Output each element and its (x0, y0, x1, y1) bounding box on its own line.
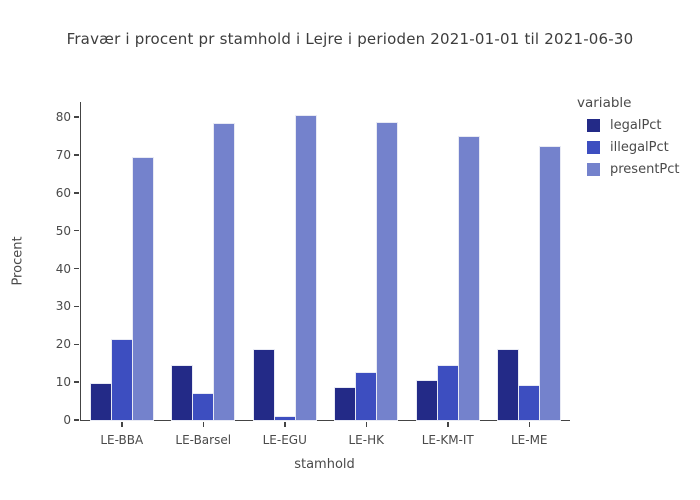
bar-presentPct-LE-ME[interactable] (539, 146, 561, 421)
x-tick-label-LE-HK: LE-HK (348, 433, 385, 447)
legend-item-legalPct[interactable]: legalPct (577, 118, 695, 133)
bar-illegalPct-LE-KM-IT[interactable] (437, 365, 459, 421)
x-tick-label-LE-EGU: LE-EGU (262, 433, 307, 447)
x-tick-mark (528, 422, 530, 427)
y-tick-label: 40 (55, 261, 71, 276)
bar-legalPct-LE-BBA[interactable] (90, 383, 112, 421)
x-tick-mark (447, 422, 449, 427)
bar-illegalPct-LE-ME[interactable] (518, 385, 540, 421)
bar-illegalPct-LE-Barsel[interactable] (192, 393, 214, 421)
bar-legalPct-LE-EGU[interactable] (253, 349, 275, 421)
bar-legalPct-LE-KM-IT[interactable] (416, 380, 438, 421)
legend-item-presentPct[interactable]: presentPct (577, 162, 695, 177)
legend-title: variable (577, 95, 632, 111)
y-tick-mark (74, 192, 79, 194)
y-tick-label: 80 (55, 110, 71, 125)
y-tick-label: 20 (55, 337, 71, 352)
legend-label: presentPct (610, 162, 680, 177)
y-tick-mark (74, 381, 79, 383)
legend: variable legalPct illegalPct presentPct (577, 95, 695, 184)
bar-presentPct-LE-KM-IT[interactable] (458, 136, 480, 421)
y-tick-label: 70 (55, 148, 71, 162)
x-tick-mark (121, 422, 123, 427)
bar-illegalPct-LE-HK[interactable] (355, 372, 377, 421)
legend-label: illegalPct (610, 140, 669, 155)
bar-legalPct-LE-HK[interactable] (334, 387, 356, 421)
legend-swatch-illegalPct (587, 141, 600, 154)
bar-legalPct-LE-Barsel[interactable] (171, 365, 193, 421)
y-tick-label: 60 (55, 185, 71, 200)
y-tick-mark (74, 154, 79, 156)
x-tick-label-LE-ME: LE-ME (510, 433, 548, 447)
y-tick-label: 0 (63, 413, 71, 427)
x-tick-mark (284, 422, 286, 427)
legend-label: legalPct (610, 118, 662, 133)
bar-illegalPct-LE-EGU[interactable] (274, 416, 296, 421)
y-tick-mark (74, 116, 79, 118)
bar-presentPct-LE-EGU[interactable] (295, 115, 317, 421)
y-axis-title: Procent (10, 236, 26, 286)
y-tick-mark (74, 267, 79, 270)
y-tick-mark (74, 419, 79, 421)
y-tick-mark (74, 343, 79, 346)
x-axis-title: stamhold (294, 457, 355, 472)
x-tick-label-LE-Barsel: LE-Barsel (175, 433, 232, 447)
legend-item-illegalPct[interactable]: illegalPct (577, 140, 695, 155)
bar-legalPct-LE-ME[interactable] (497, 349, 519, 421)
bar-presentPct-LE-Barsel[interactable] (213, 123, 235, 421)
plot-area: 0 10 20 30 40 50 60 70 80 LE-BBA LE-Barsel LE-EGU LE… (56, 102, 570, 447)
legend-swatch-presentPct (587, 163, 600, 176)
y-tick-mark (74, 229, 79, 232)
y-tick-label: 50 (55, 223, 71, 238)
legend-swatch-legalPct (587, 119, 600, 132)
x-tick-mark (202, 422, 204, 427)
y-tick-mark (74, 305, 79, 308)
bar-illegalPct-LE-BBA[interactable] (111, 339, 133, 421)
chart-title: Fravær i procent pr stamhold i Lejre i p… (66, 30, 634, 48)
x-tick-mark (365, 422, 367, 427)
bar-presentPct-LE-HK[interactable] (376, 122, 398, 421)
y-tick-label: 10 (55, 375, 71, 390)
bar-presentPct-LE-BBA[interactable] (132, 157, 154, 421)
y-tick-label: 30 (55, 299, 71, 314)
x-tick-label-LE-BBA: LE-BBA (100, 433, 144, 447)
x-tick-label-LE-KM-IT: LE-KM-IT (421, 433, 474, 447)
